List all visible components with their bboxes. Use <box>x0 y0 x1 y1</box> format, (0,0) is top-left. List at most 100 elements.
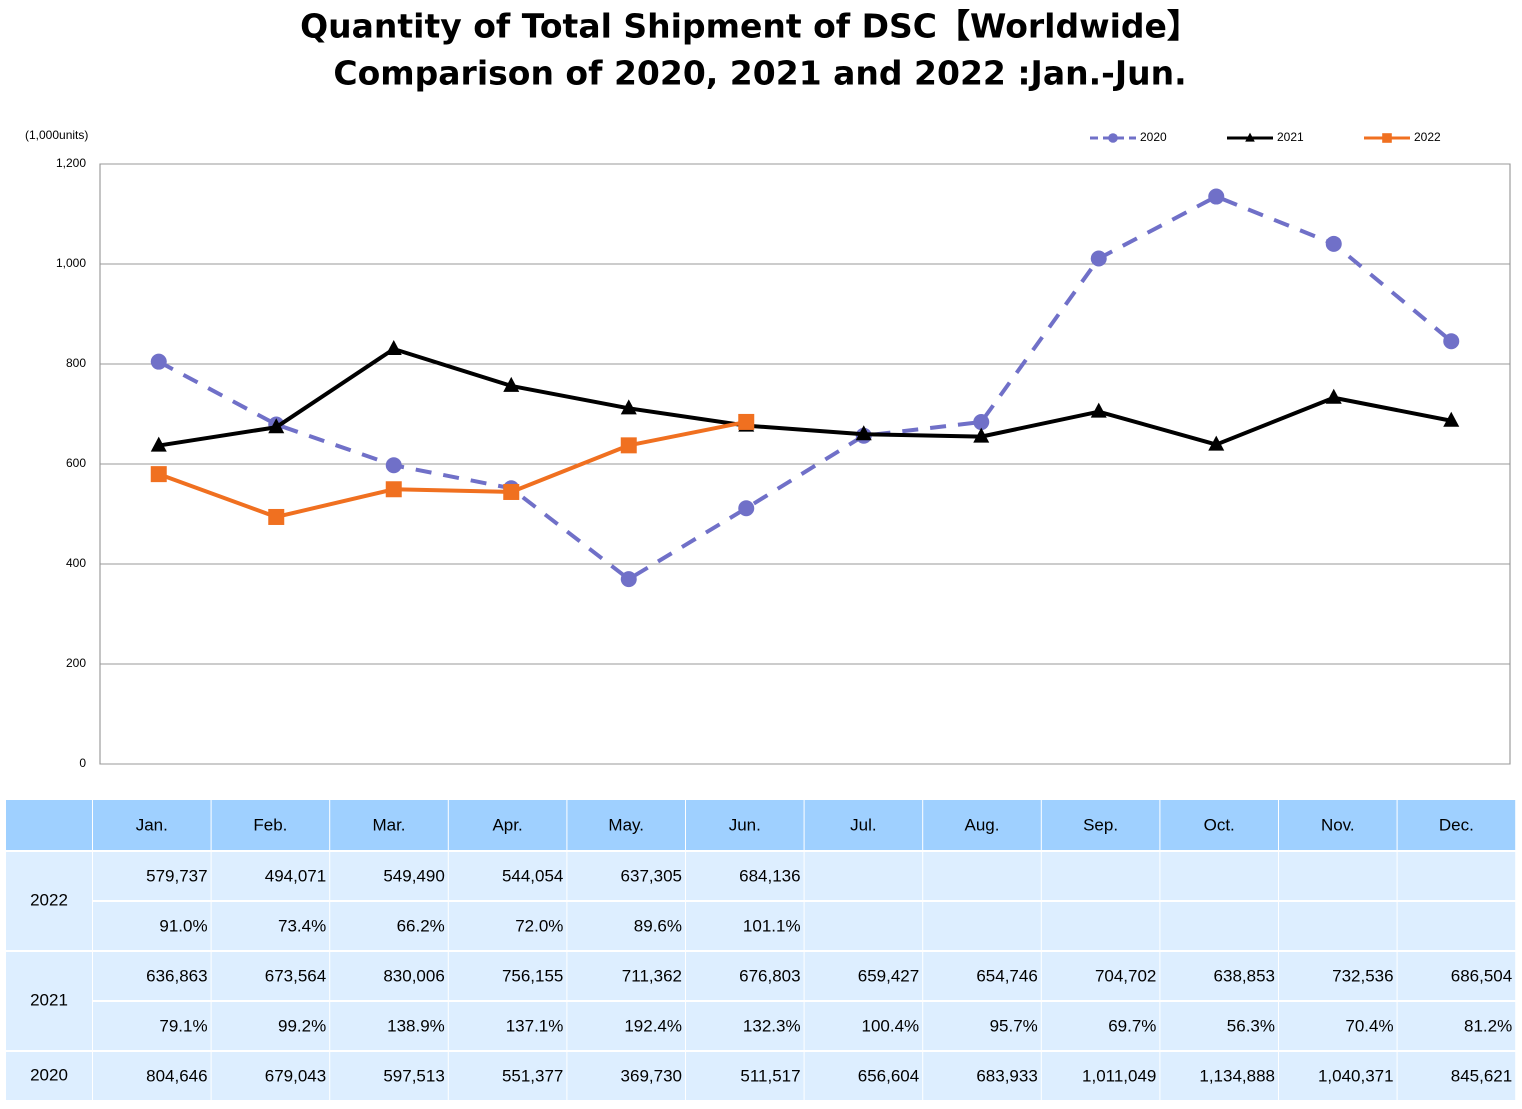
table-cell <box>804 902 923 950</box>
table-header-cell <box>6 800 92 850</box>
table-cell <box>1279 952 1397 1000</box>
table-cell-text: 683,933 <box>976 1066 1037 1085</box>
point <box>620 571 637 588</box>
table-header-label: Aug. <box>965 815 1000 834</box>
table-header-cell <box>923 800 1041 850</box>
table-cell <box>1397 1002 1516 1050</box>
table-cell <box>93 1052 211 1100</box>
point <box>620 399 637 415</box>
series-line <box>158 419 747 519</box>
table-cell-text: 732,536 <box>1332 966 1393 985</box>
table-row-header <box>6 1052 92 1100</box>
point <box>385 457 402 474</box>
table-cell-text: 100.4% <box>862 1016 920 1035</box>
point <box>268 508 285 525</box>
table-cell <box>211 1002 330 1050</box>
table-header-label: Oct. <box>1204 815 1235 834</box>
table-row-label: 2020 <box>30 1065 68 1084</box>
table-cell-text: 192.4% <box>624 1016 682 1035</box>
table-cell <box>1160 1002 1278 1050</box>
table-cell <box>804 1052 923 1100</box>
table-cell-text: 684,136 <box>739 866 800 885</box>
table-cell <box>567 1002 685 1050</box>
table-header-cell <box>448 800 567 850</box>
table-cell <box>448 1002 567 1050</box>
table-header-label: Sep. <box>1083 815 1118 834</box>
table-row-header <box>6 952 92 1050</box>
table-cell <box>448 1052 567 1100</box>
table-cell-text: 656,604 <box>858 1066 919 1085</box>
table-header-label: Feb. <box>253 815 287 834</box>
point <box>503 376 520 392</box>
table-cell <box>686 1002 804 1050</box>
table-cell-text: 137.1% <box>506 1016 564 1035</box>
table-cell <box>804 952 923 1000</box>
table-header-cell <box>93 800 211 850</box>
table-cell <box>804 852 923 900</box>
chart-subtitle: Comparison of 2020, 2021 and 2022 :Jan.-… <box>333 54 1186 93</box>
point <box>503 483 520 500</box>
table-cell <box>93 1002 211 1050</box>
point <box>1208 188 1225 205</box>
table-cell <box>1279 902 1397 950</box>
table-cell-text: 494,071 <box>265 866 326 885</box>
table-cell <box>923 1002 1041 1050</box>
point <box>855 425 872 441</box>
table-cell <box>686 852 804 900</box>
table-cell <box>923 952 1041 1000</box>
y-tick-label: 400 <box>66 556 86 570</box>
table-cell <box>686 952 804 1000</box>
legend-marker <box>1108 133 1118 143</box>
point <box>1325 388 1342 404</box>
table-cell <box>686 902 804 950</box>
table-cell-text: 1,040,371 <box>1318 1066 1394 1085</box>
legend-marker <box>1245 132 1255 142</box>
table-header-label: Jan. <box>136 815 168 834</box>
table-header-cell <box>330 800 448 850</box>
y-tick-label: 200 <box>66 656 86 670</box>
table-cell-text: 845,621 <box>1451 1066 1512 1085</box>
table-header-label: Nov. <box>1321 815 1355 834</box>
table-header-cell <box>1160 800 1278 850</box>
point <box>973 414 990 431</box>
table-cell-text: 597,513 <box>383 1066 444 1085</box>
point <box>738 500 755 517</box>
point <box>268 418 285 434</box>
table-cell <box>330 852 448 900</box>
table-header-cell <box>804 800 923 850</box>
table-cell-text: 804,646 <box>146 1066 207 1085</box>
table-cell-text: 637,305 <box>621 866 682 885</box>
table-cell <box>1041 902 1160 950</box>
table-cell <box>567 952 685 1000</box>
table-header-label: Jun. <box>729 815 761 834</box>
table-cell <box>686 1052 804 1100</box>
point <box>150 436 167 452</box>
table-cell-text: 673,564 <box>265 966 326 985</box>
table-cell-text: 579,737 <box>146 866 207 885</box>
table-cell-text: 56.3% <box>1227 1016 1275 1035</box>
point <box>1090 402 1107 418</box>
table-cell-text: 95.7% <box>990 1016 1038 1035</box>
point <box>1325 235 1342 252</box>
table-cell <box>211 852 330 900</box>
table-header-label: Mar. <box>372 815 405 834</box>
point <box>1443 333 1460 350</box>
table-cell-text: 138.9% <box>387 1016 445 1035</box>
table-cell-text: 686,504 <box>1451 966 1512 985</box>
table-cell-text: 70.4% <box>1345 1016 1393 1035</box>
y-tick-label: 0 <box>79 756 86 770</box>
table-cell-text: 551,377 <box>502 1066 563 1085</box>
table-cell-text: 89.6% <box>634 916 682 935</box>
table-cell <box>1397 902 1516 950</box>
table-cell <box>1041 1052 1160 1100</box>
table-cell-text: 711,362 <box>622 966 682 985</box>
table-cell-text: 69.7% <box>1108 1016 1156 1035</box>
legend-label: 2022 <box>1414 130 1441 144</box>
table-cell-text: 654,746 <box>976 966 1037 985</box>
table-row-label: 2022 <box>30 890 68 909</box>
table-cell <box>1397 952 1516 1000</box>
table-cell <box>1160 902 1278 950</box>
series-line <box>158 346 1452 448</box>
table-header-cell <box>686 800 804 850</box>
